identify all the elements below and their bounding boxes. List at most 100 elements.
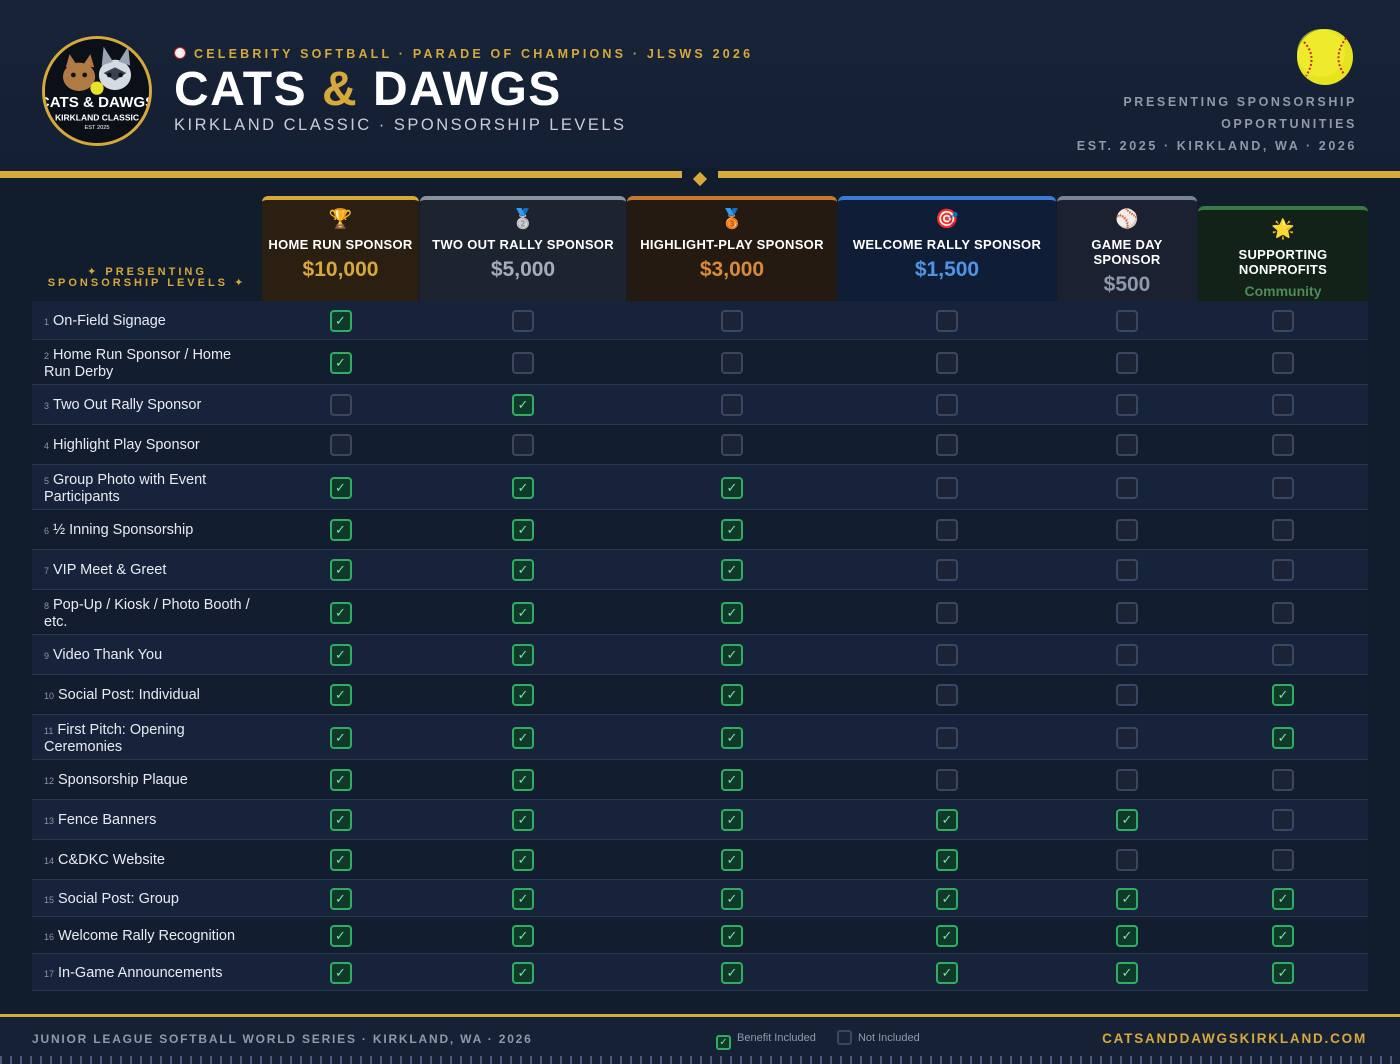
benefit-number: 17 bbox=[44, 968, 55, 979]
check-included-icon: ✓ bbox=[329, 559, 352, 581]
level-header-4: 🎯 WELCOME RALLY SPONSOR $1,500 bbox=[838, 196, 1056, 301]
check-empty-icon bbox=[1116, 644, 1138, 666]
check-included-icon: ✓ bbox=[721, 887, 743, 910]
check-empty-icon bbox=[1272, 644, 1294, 666]
check-included-icon: ✓ bbox=[1116, 924, 1138, 947]
table-row: 4 Highlight Play Sponsor bbox=[32, 425, 1368, 465]
benefit-number: 7 bbox=[44, 566, 50, 576]
check-included-icon: ✓ bbox=[936, 924, 958, 947]
check-empty-icon bbox=[936, 684, 958, 706]
table-row: 9 Video Thank You ✓ ✓ ✓ bbox=[32, 635, 1368, 675]
table-row: 16 Welcome Rally Recognition ✓ ✓ ✓ ✓ ✓ ✓ bbox=[32, 917, 1368, 954]
check-included-icon: ✓ bbox=[1116, 887, 1138, 910]
benefit-number: 11 bbox=[44, 725, 54, 736]
benefit-label: 1 On-Field Signage bbox=[44, 312, 166, 329]
check-included-icon: ✓ bbox=[1272, 961, 1294, 984]
check-included-icon: ✓ bbox=[721, 684, 743, 706]
check-empty-icon bbox=[1116, 769, 1138, 791]
check-empty-icon bbox=[936, 434, 958, 456]
check-empty-icon bbox=[1272, 849, 1294, 871]
check-included-icon: ✓ bbox=[512, 849, 534, 871]
table-row: 15 Social Post: Group ✓ ✓ ✓ ✓ ✓ ✓ bbox=[32, 880, 1368, 917]
table-row: 5 Group Photo with Event Participants ✓ ✓ ✓ bbox=[32, 465, 1368, 510]
benefit-number: 14 bbox=[44, 856, 55, 866]
check-empty-icon bbox=[512, 351, 534, 374]
check-included-icon: ✓ bbox=[329, 684, 352, 706]
check-included-icon: ✓ bbox=[512, 559, 534, 581]
check-empty-icon bbox=[1116, 476, 1138, 499]
check-included-icon: ✓ bbox=[721, 519, 743, 541]
check-included-icon: ✓ bbox=[936, 887, 958, 910]
benefit-number: 1 bbox=[44, 316, 50, 327]
check-empty-icon bbox=[1272, 309, 1294, 332]
benefit-number: 5 bbox=[44, 475, 50, 486]
check-empty-icon bbox=[1116, 849, 1138, 871]
benefit-label: 3 Two Out Rally Sponsor bbox=[44, 397, 202, 413]
check-empty-icon bbox=[936, 601, 958, 624]
benefit-label: 15 Social Post: Group bbox=[44, 890, 179, 907]
benefit-number: 10 bbox=[44, 691, 55, 701]
check-empty-icon bbox=[1272, 809, 1294, 831]
check-included-icon: ✓ bbox=[936, 961, 958, 984]
check-empty-icon bbox=[1116, 394, 1138, 416]
check-empty-icon bbox=[936, 726, 958, 749]
benefit-label: 11 First Pitch: Opening Ceremonies bbox=[44, 721, 185, 755]
check-included-icon: ✓ bbox=[329, 601, 352, 624]
check-empty-icon bbox=[1116, 309, 1138, 332]
benefit-label: 7 VIP Meet & Greet bbox=[44, 562, 167, 578]
check-empty-icon bbox=[1272, 351, 1294, 374]
check-included-icon: ✓ bbox=[1272, 684, 1294, 706]
check-included-icon: ✓ bbox=[512, 519, 534, 541]
check-included-icon: ✓ bbox=[329, 726, 352, 749]
benefit-number: 8 bbox=[44, 600, 50, 611]
event-logo: CATS & DAWGS KIRKLAND CLASSIC EST 2025 bbox=[42, 36, 152, 146]
level-price: $1,500 bbox=[914, 258, 980, 281]
check-included-icon: ✓ bbox=[512, 726, 534, 749]
levels-label: ✦ PRESENTING SPONSORSHIP LEVELS ✦ bbox=[47, 266, 247, 289]
check-empty-icon bbox=[1116, 684, 1138, 706]
page-title: CATS & DAWGS bbox=[174, 63, 562, 116]
level-price: $5,000 bbox=[490, 258, 556, 281]
level-header-5: ⚾ GAME DAY SPONSOR $500 bbox=[1057, 196, 1197, 301]
check-included-icon: ✓ bbox=[329, 809, 352, 831]
check-empty-icon bbox=[721, 394, 743, 416]
check-included-icon: ✓ bbox=[329, 849, 352, 871]
level-price: $500 bbox=[1103, 273, 1151, 296]
bronze-medal-icon: 🥉 bbox=[720, 209, 744, 230]
eyebrow-text: CELEBRITY SOFTBALL · PARADE OF CHAMPIONS… bbox=[174, 47, 753, 61]
check-empty-icon bbox=[936, 309, 958, 332]
check-empty-icon bbox=[721, 351, 743, 374]
check-included-icon: ✓ bbox=[721, 601, 743, 624]
check-included-icon: ✓ bbox=[512, 887, 534, 910]
benefit-number: 15 bbox=[44, 894, 55, 905]
benefit-number: 13 bbox=[44, 816, 55, 826]
check-empty-icon bbox=[512, 434, 534, 456]
check-included-icon: ✓ bbox=[721, 961, 743, 984]
svg-text:EST 2025: EST 2025 bbox=[84, 125, 109, 131]
softball-small-icon bbox=[174, 47, 186, 59]
legend: ✓ Benefit Included Not Included bbox=[716, 1030, 938, 1050]
benefit-number: 12 bbox=[44, 776, 55, 786]
check-included-icon: ✓ bbox=[721, 809, 743, 831]
check-included-icon: ✓ bbox=[329, 519, 352, 541]
website-link[interactable]: CATSANDDAWGSKIRKLAND.COM bbox=[1102, 1031, 1367, 1046]
check-included-icon: ✓ bbox=[329, 961, 352, 984]
check-included-icon: ✓ bbox=[329, 476, 352, 499]
check-empty-icon bbox=[1116, 351, 1138, 374]
stitch-border-bottom bbox=[0, 1056, 1400, 1064]
check-empty-icon bbox=[1272, 434, 1294, 456]
table-row: 1 On-Field Signage ✓ bbox=[32, 301, 1368, 340]
page-subtitle: KIRKLAND CLASSIC · SPONSORSHIP LEVELS bbox=[174, 116, 627, 134]
benefit-label: 10 Social Post: Individual bbox=[44, 687, 200, 703]
benefit-label: 2 Home Run Sponsor / Home Run Derby bbox=[44, 346, 232, 380]
level-name: TWO OUT RALLY SPONSOR bbox=[432, 237, 614, 252]
check-included-icon: ✓ bbox=[512, 684, 534, 706]
benefit-label: 16 Welcome Rally Recognition bbox=[44, 927, 236, 944]
header-right-line1: PRESENTING SPONSORSHIP bbox=[1123, 95, 1357, 109]
level-header-1: 🏆 HOME RUN SPONSOR $10,000 bbox=[262, 196, 419, 301]
table-row: 2 Home Run Sponsor / Home Run Derby ✓ bbox=[32, 340, 1368, 385]
table-row: 3 Two Out Rally Sponsor ✓ bbox=[32, 385, 1368, 425]
table-row: 13 Fence Banners ✓ ✓ ✓ ✓ ✓ bbox=[32, 800, 1368, 840]
